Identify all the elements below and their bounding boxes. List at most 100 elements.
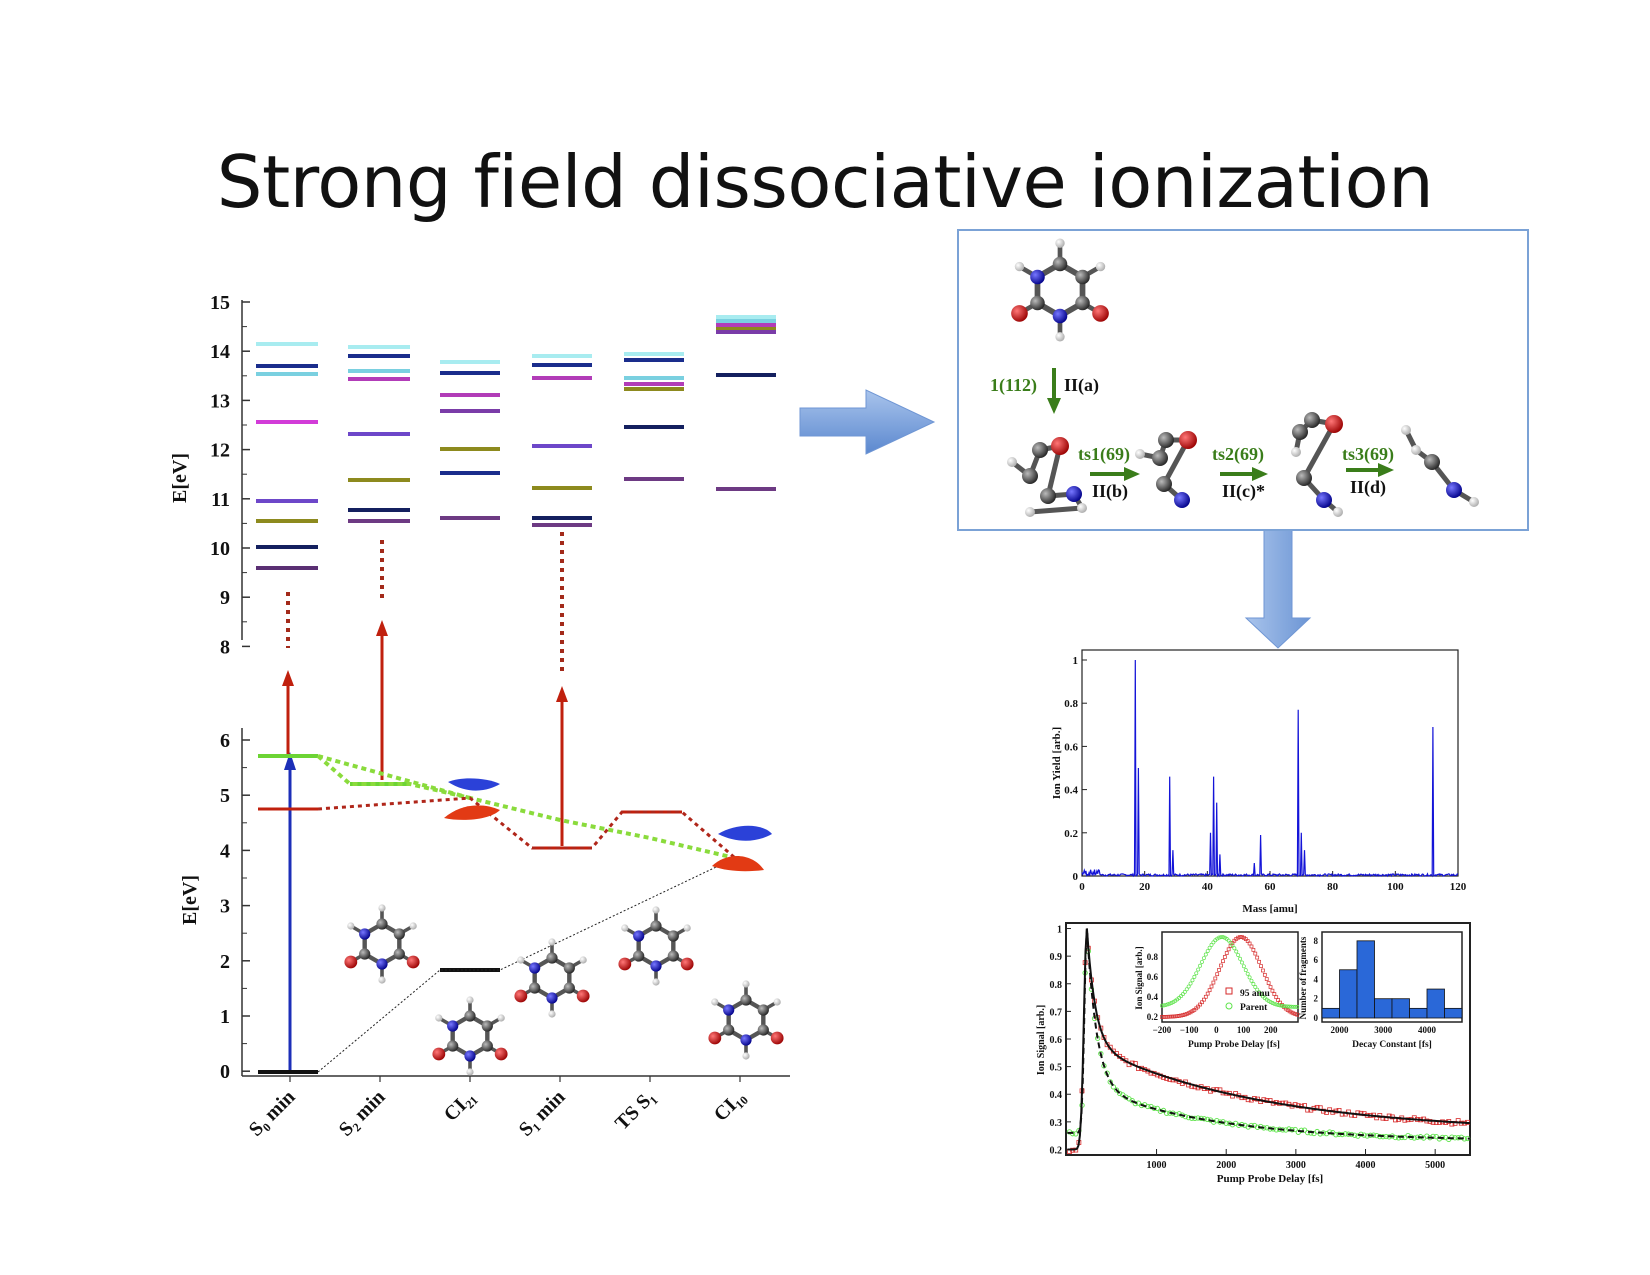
histogram-bar: [1339, 969, 1358, 1019]
upper-tick-label: 8: [220, 636, 230, 658]
inset2-y-tick: 0: [1314, 1013, 1319, 1023]
inset2-y-tick: 2: [1314, 994, 1319, 1004]
pp-y-tick: 0.7: [1050, 1007, 1063, 1018]
inset1-legend-95amu: 95 amu: [1240, 989, 1271, 999]
conical-intersection-ci21: [444, 778, 500, 820]
ms-x-tick: 120: [1450, 881, 1467, 893]
fragment-iid: [1291, 412, 1343, 517]
lower-y-axis-label: E[eV]: [179, 875, 201, 925]
inset1-x-tick: 100: [1237, 1025, 1251, 1035]
geometry-label: S₀ min: [245, 1086, 300, 1141]
right-arrow: [799, 389, 936, 455]
uracil-ts-s1: [618, 906, 694, 986]
inset2-x-tick: 2000: [1331, 1025, 1350, 1035]
mass-spectrum-ticks: 0 20 40 60 80 100 120 0 0.2 0.4 0.6 0.8 1: [1064, 655, 1467, 893]
ms-x-tick: 60: [1265, 881, 1277, 893]
inset1-xlabel: Pump Probe Delay [fs]: [1188, 1040, 1280, 1050]
mass-spectrum-ylabel: Ion Yield [arb.]: [1051, 727, 1063, 799]
ms-y-tick: 0: [1073, 871, 1079, 883]
pp-x-tick: 3000: [1286, 1160, 1306, 1171]
inset2-y-tick: 6: [1314, 955, 1319, 965]
lower-tick-label: 4: [220, 840, 230, 862]
ionization-dotted-lines: [286, 532, 564, 676]
inset-histogram: 2000 3000 4000 0 2 4 6 8 Number of fragments De…: [1298, 931, 1463, 1050]
inset1-content: −200 −100 0 100 200 0.2 0.4 0.6 0.8: [1147, 935, 1300, 1035]
uracil-s1min: [514, 938, 590, 1018]
inset1-legend-parent: Parent: [1240, 1003, 1268, 1013]
inset1-x-tick: −200: [1153, 1025, 1172, 1035]
fragment-final: [1401, 425, 1479, 507]
ts2-arrow: [1252, 467, 1268, 481]
pp-x-tick: 5000: [1425, 1160, 1445, 1171]
inset2-y-tick: 4: [1314, 974, 1319, 984]
pp-x-tick: 2000: [1216, 1160, 1236, 1171]
pp-y-tick: 0.9: [1050, 952, 1063, 963]
ms-x-tick: 0: [1079, 881, 1085, 893]
step1-label: 1(112): [990, 375, 1037, 396]
pump-probe-ylabel: Ion Signal [arb.]: [1036, 1005, 1047, 1075]
uracil-ci21: [432, 996, 508, 1076]
ms-y-tick: 0.4: [1064, 785, 1078, 797]
ts1-label: ts1(69): [1078, 444, 1130, 465]
lower-tick-label: 2: [220, 951, 230, 973]
upper-tick-label: 13: [210, 390, 230, 412]
inset1-y-tick: 0.2: [1147, 1012, 1159, 1022]
ts3-label: ts3(69): [1342, 444, 1394, 465]
histogram-bar: [1356, 940, 1375, 1019]
ts1-arrow: [1124, 467, 1140, 481]
pp-x-tick: 1000: [1147, 1160, 1167, 1171]
histogram-bar: [1374, 998, 1393, 1019]
histogram-bar: [1321, 1007, 1340, 1019]
ms-y-tick: 1: [1073, 655, 1079, 667]
upper-tick-label: 10: [210, 538, 230, 560]
lower-y-ticks: 6 5 4 3 2 1 0: [220, 730, 250, 1083]
conical-intersection-ci10: [712, 825, 772, 872]
mass-spectrum-plot: 0 20 40 60 80 100 120 0 0.2 0.4 0.6 0.8 1 Ion Yield …: [1051, 649, 1467, 915]
lower-tick-label: 3: [220, 896, 230, 918]
uracil-parent: [1011, 238, 1109, 342]
fragmentation-molecules: [1007, 238, 1479, 517]
inset1-x-tick: 0: [1214, 1025, 1219, 1035]
pp-y-tick: 0.3: [1050, 1118, 1063, 1129]
pump-probe-xlabel: Pump Probe Delay [fs]: [1217, 1173, 1323, 1185]
ionization-arrows: [282, 620, 568, 846]
uracil-ci10: [708, 980, 784, 1060]
pp-y-tick: 0.4: [1050, 1090, 1063, 1101]
geometry-label: CI₂₁: [440, 1086, 480, 1126]
ms-x-tick: 100: [1387, 881, 1404, 893]
pump-probe-plot: 1000 2000 3000 4000 50000.20.30.40.50.60.70.…: [1036, 922, 1471, 1185]
reaction-scheme-panel: 1(112) II(a) ts1(69) II(b) ts2(69) II(c)…: [957, 229, 1529, 531]
geometry-labels: S₀ min S₂ min CI₂₁ S₁ min TS S₁ CI₁₀: [245, 1076, 750, 1141]
ms-x-tick: 80: [1327, 881, 1339, 893]
inset1-x-tick: 200: [1264, 1025, 1278, 1035]
mass-spectrum-xlabel: Mass [amu]: [1242, 903, 1297, 915]
inset2-x-tick: 4000: [1418, 1025, 1437, 1035]
reaction-pathways: [316, 754, 736, 1073]
ms-y-tick: 0.8: [1064, 698, 1078, 710]
upper-tick-label: 15: [210, 292, 230, 314]
pp-y-tick: 0.8: [1050, 980, 1063, 991]
pump-probe-curves: [1066, 928, 1471, 1154]
pp-x-tick: 4000: [1356, 1160, 1376, 1171]
fragment-iic: [1135, 431, 1197, 508]
ts1-intermediate: II(b): [1092, 481, 1128, 502]
ms-x-tick: 40: [1202, 881, 1214, 893]
inset2-y-tick: 8: [1314, 936, 1319, 946]
inset2-content: 2000 3000 4000 0 2 4 6 8: [1314, 936, 1463, 1035]
fragment-iib: [1007, 437, 1087, 517]
histogram-bar: [1409, 1007, 1428, 1019]
uracil-geometries: [344, 904, 784, 1076]
inset2-xlabel: Decay Constant [fs]: [1352, 1040, 1432, 1050]
pp-y-tick: 1: [1057, 925, 1062, 936]
geometry-label: TS S₁: [611, 1086, 660, 1135]
slide-title: Strong field dissociative ionization: [216, 140, 1434, 224]
inset1-y-tick: 0.8: [1147, 952, 1159, 962]
upper-y-ticks: 15 14 13 12 11 10 9 8: [210, 292, 250, 658]
pp-y-tick: 0.6: [1050, 1035, 1063, 1046]
upper-tick-label: 9: [220, 587, 230, 609]
ms-y-tick: 0.2: [1064, 828, 1078, 840]
inset2-x-tick: 3000: [1374, 1025, 1393, 1035]
uracil-s2min: [344, 904, 420, 984]
